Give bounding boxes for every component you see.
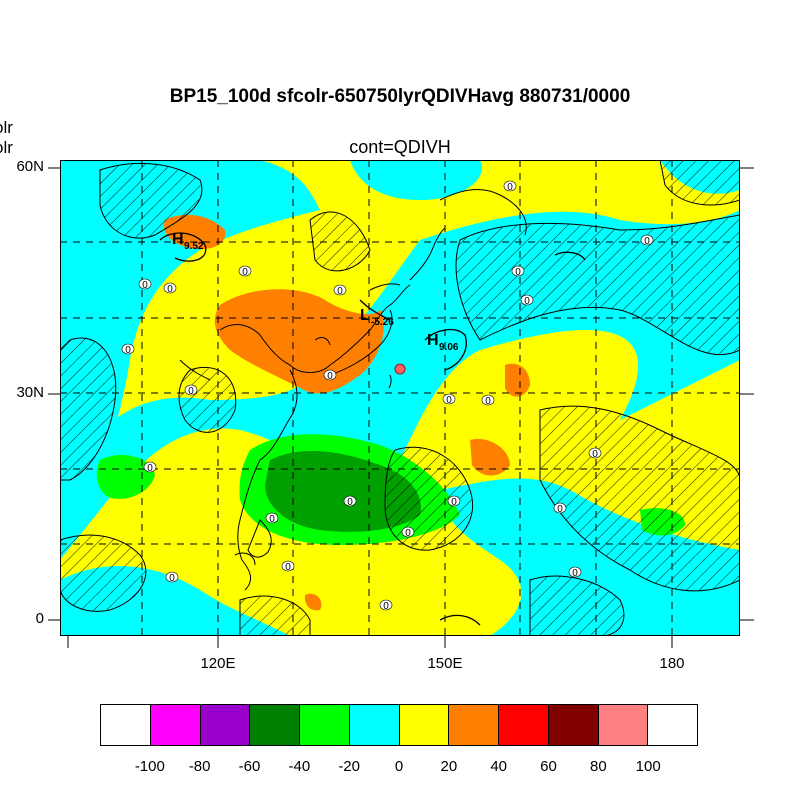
contour-label: 0 [515, 267, 521, 278]
colorbar-swatch [598, 705, 649, 745]
colorbar [100, 704, 698, 746]
contour-label: 0 [572, 568, 578, 579]
field-green-west [96, 455, 155, 499]
colorbar-label: 0 [394, 758, 404, 775]
x-tick-150e: 150E [427, 655, 463, 672]
colorbar-label: -20 [338, 758, 360, 775]
contour-label: 0 [383, 601, 389, 612]
colorbar-label: 20 [440, 758, 458, 775]
colorbar-swatch [200, 705, 251, 745]
contour-label: 0 [524, 296, 530, 307]
field-darkgreen-center [265, 450, 421, 532]
left-label-bottom: olr [0, 138, 13, 157]
coastlines [179, 189, 527, 591]
contour-label: 0 [337, 286, 343, 297]
high-center-nw: H 9.52 [172, 231, 204, 252]
x-tick-180: 180 [659, 655, 685, 672]
contour-label: 0 [347, 497, 353, 508]
contour-label: 0 [592, 449, 598, 460]
colorbar-label: 100 [635, 758, 661, 775]
contour-label: 0 [446, 395, 452, 406]
colorbar-label: 60 [540, 758, 557, 775]
colorbar-label: -80 [188, 758, 211, 775]
contour-lines [159, 232, 586, 626]
high-letter: H [172, 231, 184, 248]
high-value: 9.52 [184, 241, 204, 252]
contour-label: 0 [169, 573, 175, 584]
field-orange-japan-sea [214, 289, 384, 394]
contour-label: 0 [242, 267, 248, 278]
contour-label: 0 [147, 463, 153, 474]
plot-subtitle: cont=QDIVH [349, 137, 451, 157]
contour-zero-labels: 0 0 0 0 0 0 0 0 0 0 0 0 0 0 0 0 0 0 0 0 … [121, 180, 654, 612]
colorbar-swatch [499, 705, 549, 745]
x-tick-120e: 120E [200, 655, 236, 672]
y-tick-0: 0 [35, 610, 44, 627]
low-letter: L [360, 307, 370, 324]
colorbar-label: -60 [238, 758, 261, 775]
plot-title: BP15_100d sfcolr-650750lyrQDIVHavg 88073… [169, 86, 631, 107]
left-label-top: olr [0, 118, 13, 137]
map-frame [60, 160, 740, 636]
contour-label: 0 [507, 182, 513, 193]
colorbar-label: -40 [288, 758, 311, 775]
lat-lon-grid [60, 160, 740, 636]
colorbar-swatch [150, 705, 201, 745]
contour-label: 0 [485, 396, 491, 407]
colorbar-label: -100 [134, 758, 165, 775]
field-cyan-se [440, 478, 740, 636]
colorbar-swatch [399, 705, 450, 745]
field-cyan-nw [60, 160, 320, 560]
high-letter: H [427, 332, 439, 349]
colorbar-swatch [548, 705, 599, 745]
contour-label: 0 [142, 280, 148, 291]
field-orange-nw [164, 214, 226, 250]
colorbar-swatch [349, 705, 400, 745]
contour-label: 0 [644, 236, 650, 247]
contour-label: 0 [327, 371, 333, 382]
colorbar-label: 40 [490, 758, 507, 775]
colorbar-swatch [300, 705, 350, 745]
contour-label: 0 [405, 528, 411, 539]
field-cyan-north [350, 160, 482, 200]
contour-label: 0 [125, 345, 131, 356]
high-center-east: H 9.06 [427, 332, 459, 353]
contour-label: 0 [285, 562, 291, 573]
y-tick-30n: 30N [16, 384, 44, 401]
pressure-centers: H 9.52 L -5.26 H 9.06 [172, 231, 459, 353]
contour-label: 0 [188, 386, 194, 397]
field-orange-mid-pacific [505, 363, 530, 397]
high-value: 9.06 [439, 342, 459, 353]
y-tick-60n: 60N [16, 158, 44, 175]
colorbar-label: 80 [589, 758, 607, 775]
low-value: -5.26 [371, 317, 394, 328]
location-marker [394, 363, 406, 375]
field-orange-small [304, 593, 322, 611]
colorbar-swatch [449, 705, 499, 745]
colorbar-swatch [250, 705, 300, 745]
map-panel: 0 0 0 0 0 0 0 0 0 0 0 0 0 0 0 0 0 0 0 0 … [60, 160, 740, 636]
low-center-japan: L -5.26 [360, 307, 394, 328]
field-orange-south-pacific [470, 439, 510, 476]
map-svg: 0 0 0 0 0 0 0 0 0 0 0 0 0 0 0 0 0 0 0 0 … [60, 160, 740, 636]
contour-label: 0 [167, 284, 173, 295]
contour-label: 0 [557, 504, 563, 515]
contour-label: 0 [269, 514, 275, 525]
colorbar-swatch [101, 705, 151, 745]
contour-label: 0 [451, 497, 457, 508]
colorbar-swatch [648, 705, 697, 745]
